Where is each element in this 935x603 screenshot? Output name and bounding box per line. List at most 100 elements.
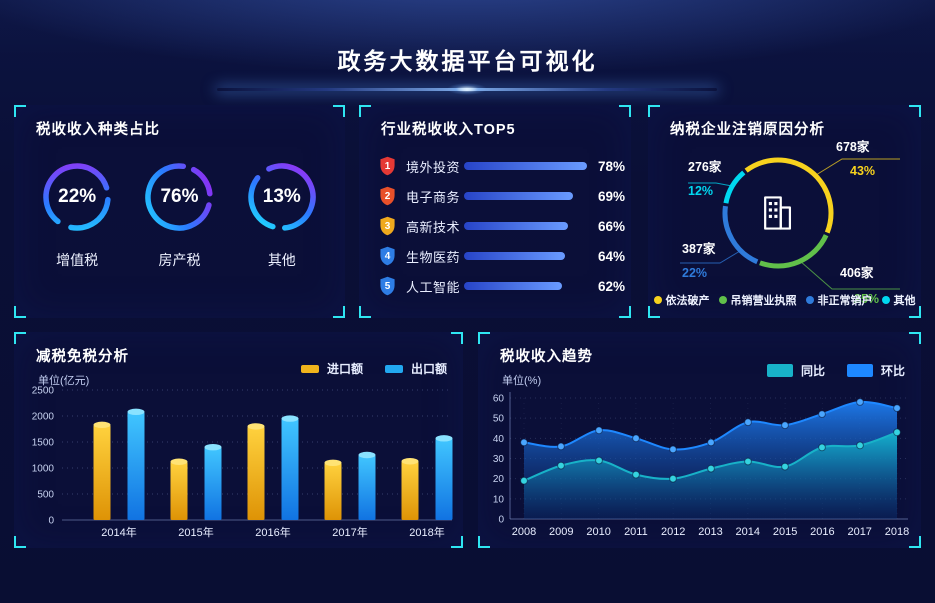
bar-进口额-2015年[interactable] (170, 461, 188, 520)
corner-bracket (333, 105, 345, 117)
donut-segment-2[interactable] (709, 144, 848, 283)
marker-环比-2015[interactable] (781, 421, 789, 430)
legend-item-export[interactable]: 出口额 (384, 360, 447, 377)
industry-percent: 78% (598, 158, 626, 174)
marker-环比-2013[interactable] (707, 438, 715, 447)
y-tick-label: 0 (498, 515, 504, 526)
donut-callout: 387家 22% (682, 241, 715, 281)
rank-shield-icon: 5 (379, 276, 396, 296)
x-tick-label: 2018 (885, 526, 909, 538)
donut-legend: 依法破产 吊销营业执照 非正常销户 其他 (648, 292, 921, 308)
bar-cap (435, 435, 453, 442)
marker-同比-2018[interactable] (893, 428, 901, 437)
panel-industry-top5: 行业税收收入TOP5 1 境外投资 78% 2 电子商务 69% 3 高新技术 … (359, 105, 631, 318)
legend-item[interactable]: 依法破产 (653, 292, 710, 308)
y-tick-label: 20 (493, 474, 505, 485)
marker-同比-2017[interactable] (856, 441, 864, 450)
marker-环比-2016[interactable] (818, 410, 826, 418)
industry-label: 生物医药 (406, 249, 461, 265)
y-axis-unit: 单位(亿元) (38, 375, 90, 387)
legend-item[interactable]: 非正常销户 (805, 292, 873, 308)
marker-同比-2008[interactable] (520, 476, 528, 485)
bar-进口额-2018年[interactable] (401, 461, 419, 520)
top5-row: 5 人工智能 62% (359, 271, 631, 301)
legend-label: 非正常销户 (817, 295, 873, 307)
bar-cap (247, 423, 265, 430)
marker-同比-2015[interactable] (781, 462, 789, 471)
legend-label: 其他 (893, 295, 916, 307)
corner-bracket (619, 306, 631, 318)
marker-环比-2018[interactable] (893, 404, 901, 412)
ring-label: 其他 (267, 252, 296, 268)
bar-出口额-2017年[interactable] (358, 455, 376, 520)
corner-bracket (451, 536, 463, 548)
bar-进口额-2017年[interactable] (324, 462, 342, 520)
y-tick-label: 1000 (32, 464, 55, 475)
marker-环比-2009[interactable] (557, 442, 565, 451)
panel-title: 税收收入趋势 (500, 349, 593, 365)
legend-item[interactable]: 吊销营业执照 (718, 292, 797, 308)
industry-label: 高新技术 (406, 219, 461, 235)
legend-item-import[interactable]: 进口额 (300, 360, 363, 377)
y-tick-label: 60 (493, 394, 505, 405)
gauge-arc-icon (43, 163, 111, 231)
x-tick-label: 2016年 (255, 525, 290, 539)
industry-percent: 66% (598, 218, 626, 234)
callout-count: 406家 (840, 266, 874, 280)
legend-item[interactable]: 其他 (881, 292, 916, 308)
gauge-arc-icon (145, 163, 214, 231)
marker-同比-2012[interactable] (669, 474, 677, 483)
bar-进口额-2016年[interactable] (247, 426, 265, 520)
legend-label: 同比 (800, 364, 825, 378)
callout-count: 678家 (836, 140, 870, 154)
corner-bracket (909, 306, 921, 318)
rank-shield-icon: 3 (379, 216, 396, 236)
marker-环比-2010[interactable] (595, 426, 603, 435)
marker-环比-2011[interactable] (632, 434, 640, 443)
legend-item-yoy[interactable]: 同比 (766, 362, 825, 379)
legend-dot-icon (881, 296, 890, 304)
bar-出口额-2014年[interactable] (127, 411, 145, 520)
callout-line (688, 182, 733, 187)
marker-环比-2012[interactable] (669, 445, 677, 454)
marker-同比-2009[interactable] (557, 461, 565, 470)
legend-item-mom[interactable]: 环比 (846, 362, 905, 379)
industry-label: 人工智能 (406, 279, 461, 295)
bar-fill (464, 222, 568, 230)
corner-bracket (909, 332, 921, 344)
y-tick-label: 1500 (32, 438, 55, 449)
top5-list: 1 境外投资 78% 2 电子商务 69% 3 高新技术 66% 4 生物医药 (359, 151, 631, 301)
callout-percent: 43% (850, 164, 876, 178)
callout-line (815, 158, 900, 176)
bar-cap (93, 421, 111, 429)
marker-同比-2010[interactable] (595, 456, 603, 465)
corner-bracket (14, 332, 26, 344)
bar-cap (170, 458, 188, 465)
marker-环比-2017[interactable] (856, 398, 864, 406)
marker-环比-2014[interactable] (744, 418, 752, 427)
rank-number: 4 (384, 250, 391, 262)
donut-segment-3[interactable] (716, 151, 840, 275)
legend-swatch-icon (846, 364, 873, 377)
bar-出口额-2016年[interactable] (281, 418, 299, 520)
corner-bracket (478, 536, 490, 548)
bar-出口额-2018年[interactable] (435, 438, 453, 520)
marker-同比-2011[interactable] (632, 470, 640, 479)
callout-percent: 22% (682, 266, 708, 280)
grouped-bar-chart: 0 500 1000 1500 2000 2500 2014年 2015年 2016年 2017年… (32, 386, 453, 539)
bar-出口额-2015年[interactable] (204, 447, 222, 520)
marker-同比-2016[interactable] (818, 443, 826, 452)
bar-track (464, 252, 590, 260)
x-tick-label: 2011 (624, 526, 648, 538)
x-tick-label: 2013 (698, 526, 722, 538)
donut-segment-0[interactable] (704, 139, 852, 287)
x-tick-label: 2010 (586, 526, 610, 538)
bar-进口额-2014年[interactable] (93, 424, 111, 520)
rank-shield-icon: 2 (379, 186, 396, 206)
marker-同比-2013[interactable] (707, 464, 715, 473)
marker-环比-2008[interactable] (520, 438, 528, 447)
marker-同比-2014[interactable] (744, 457, 752, 466)
y-tick-label: 0 (48, 516, 54, 527)
legend-label: 进口额 (326, 362, 363, 376)
x-tick-label: 2015 (773, 526, 797, 538)
